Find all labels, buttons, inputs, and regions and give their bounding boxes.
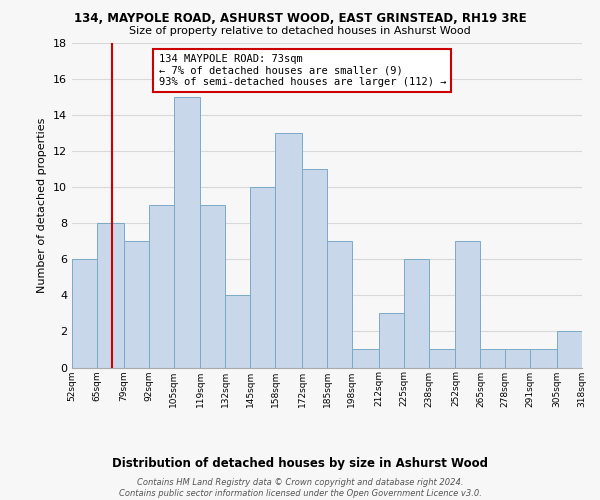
Bar [379,314,404,368]
Bar [250,187,275,368]
Bar [404,259,428,368]
Bar [505,350,530,368]
Bar [352,350,379,368]
Bar [481,350,505,368]
Bar [302,169,327,368]
Bar [530,350,557,368]
Bar [226,296,250,368]
Text: Size of property relative to detached houses in Ashurst Wood: Size of property relative to detached ho… [129,26,471,36]
Text: Distribution of detached houses by size in Ashurst Wood: Distribution of detached houses by size … [112,458,488,470]
Text: 134 MAYPOLE ROAD: 73sqm
← 7% of detached houses are smaller (9)
93% of semi-deta: 134 MAYPOLE ROAD: 73sqm ← 7% of detached… [158,54,446,87]
Bar [428,350,455,368]
Bar [149,205,173,368]
Text: Contains HM Land Registry data © Crown copyright and database right 2024.
Contai: Contains HM Land Registry data © Crown c… [119,478,481,498]
Text: 134, MAYPOLE ROAD, ASHURST WOOD, EAST GRINSTEAD, RH19 3RE: 134, MAYPOLE ROAD, ASHURST WOOD, EAST GR… [74,12,526,26]
Bar [97,223,124,368]
Y-axis label: Number of detached properties: Number of detached properties [37,118,47,292]
Bar [72,259,97,368]
Bar [275,133,302,368]
Bar [124,241,149,368]
Bar [200,205,226,368]
Bar [557,332,582,368]
Bar [173,96,200,368]
Bar [455,241,481,368]
Bar [327,241,352,368]
